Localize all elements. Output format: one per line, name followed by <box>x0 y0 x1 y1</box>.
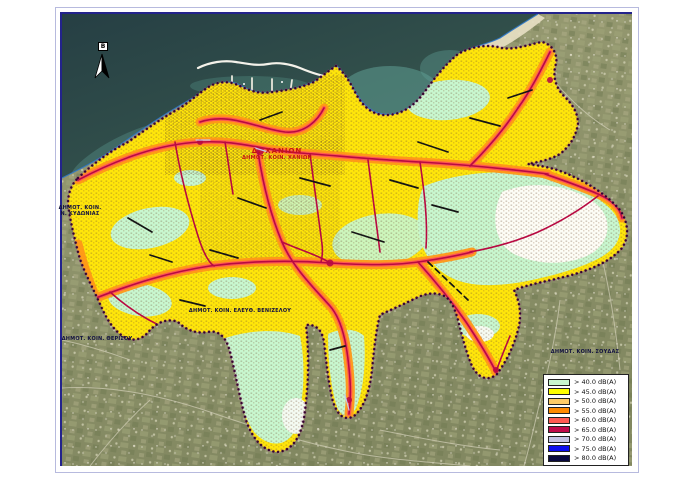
legend-item: > 65.0 dB(A) <box>548 426 624 434</box>
legend-swatch-55db <box>548 407 570 414</box>
legend-item: > 50.0 dB(A) <box>548 397 624 405</box>
legend-swatch-75db <box>548 445 570 452</box>
noise-65db-centerlines <box>77 51 623 415</box>
legend-item: > 45.0 dB(A) <box>548 388 624 396</box>
legend-label: > 50.0 dB(A) <box>574 397 617 405</box>
noise-70db-segments <box>195 139 350 411</box>
legend-item: > 55.0 dB(A) <box>548 407 624 415</box>
label-chania-line2: ΔΗΜΟΤ. ΚΟΙΝ. ΧΑΝΙΩΝ <box>241 155 313 161</box>
legend-item: > 75.0 dB(A) <box>548 445 624 453</box>
study-area-boundary <box>66 40 629 454</box>
label-el-venizelos: ΔΗΜΟΤ. ΚΟΙΝ. ΕΛΕΥΘ. ΒΕΝΙΖΕΛΟΥ <box>188 308 292 314</box>
legend-swatch-60db <box>548 416 570 424</box>
legend-label: > 80.0 dB(A) <box>574 454 617 462</box>
legend-swatch-50db <box>548 397 570 405</box>
map-canvas <box>62 14 632 466</box>
north-label: Β <box>98 42 108 51</box>
map-outer-frame <box>55 7 639 473</box>
legend-label: > 45.0 dB(A) <box>574 387 617 396</box>
legend-label: > 40.0 dB(A) <box>574 378 617 386</box>
legend-item: > 60.0 dB(A) <box>548 416 624 424</box>
legend: > 40.0 dB(A) > 45.0 dB(A) > 50.0 dB(A) >… <box>543 374 629 466</box>
label-chania: Δ. ΧΑΝΙΩΝ ΔΗΜΟΤ. ΚΟΙΝ. ΧΑΝΙΩΝ <box>232 147 322 161</box>
legend-label: > 75.0 dB(A) <box>574 444 617 453</box>
legend-label: > 60.0 dB(A) <box>574 416 617 424</box>
beach <box>430 14 545 92</box>
legend-label: > 70.0 dB(A) <box>574 435 617 443</box>
legend-swatch-65db <box>548 426 570 433</box>
legend-item: > 70.0 dB(A) <box>548 435 624 443</box>
legend-swatch-70db <box>548 435 570 443</box>
legend-swatch-80db <box>548 454 570 462</box>
label-chania-line1: Δ. ΧΑΝΙΩΝ <box>251 147 303 155</box>
legend-swatch-40db <box>548 378 570 386</box>
legend-label: > 55.0 dB(A) <box>574 406 617 415</box>
legend-swatch-45db <box>548 388 570 395</box>
legend-item: > 80.0 dB(A) <box>548 454 624 462</box>
label-therisos: ΔΗΜΟΤ. ΚΟΙΝ. ΘΕΡΙΣΟΥ <box>61 336 133 342</box>
legend-label: > 65.0 dB(A) <box>574 425 617 434</box>
label-souda: ΔΗΜΟΤ. ΚΟΙΝ. ΣΟΥΔΑΣ <box>550 349 620 355</box>
legend-item: > 40.0 dB(A) <box>548 378 624 386</box>
local-roads <box>127 89 533 351</box>
north-arrow-icon <box>94 53 110 79</box>
label-nea-kydonia: ΔΗΜΟΤ. ΚΟΙΝ. Ν. ΚΥΔΩΝΙΑΣ <box>58 205 102 218</box>
